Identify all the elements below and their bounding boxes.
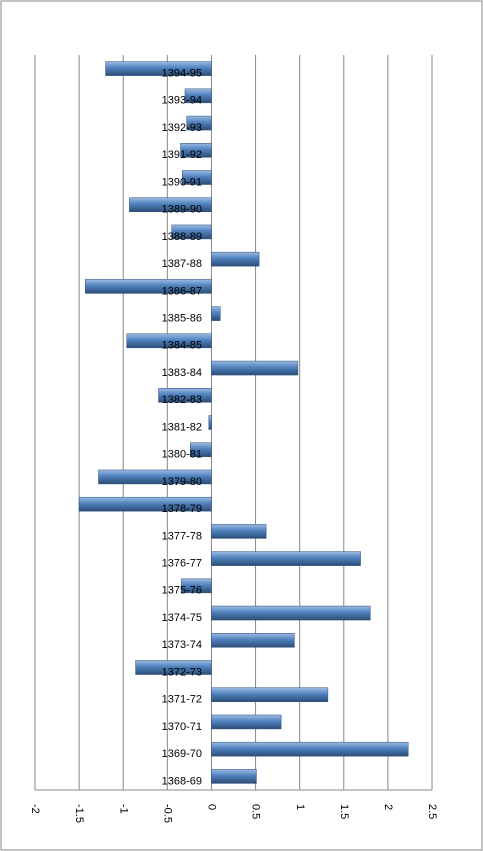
bar [211, 687, 329, 702]
bar [78, 496, 212, 512]
x-tick-label: -1.5 [73, 804, 85, 823]
bar [129, 197, 212, 212]
x-tick-label: -1 [117, 804, 129, 814]
y-tick-label: 1369-70 [162, 748, 202, 760]
x-tick-label: -2 [29, 804, 41, 814]
y-tick-label: 1376-77 [162, 558, 202, 570]
y-tick-label: 1372-73 [162, 666, 202, 678]
y-tick-label: 1386-87 [162, 285, 202, 297]
bar [171, 224, 212, 240]
bar [211, 524, 267, 539]
bar [158, 388, 212, 403]
bar [211, 741, 409, 757]
y-tick-label: 1390-91 [162, 176, 202, 188]
bar [211, 306, 221, 321]
bar [190, 442, 212, 457]
y-tick-label: 1394-95 [162, 68, 202, 80]
y-tick-label: 1385-86 [162, 313, 202, 325]
y-tick-label: 1378-79 [162, 503, 202, 515]
y-tick-label: 1389-90 [162, 204, 202, 216]
bar [211, 769, 257, 784]
bar [211, 251, 260, 267]
y-tick-label: 1374-75 [162, 612, 202, 624]
bar [126, 333, 212, 349]
y-tick-label: 1381-82 [162, 421, 202, 433]
bar [211, 714, 282, 730]
y-tick-label: 1375-76 [162, 585, 202, 597]
x-tick-label: -0.5 [161, 804, 173, 823]
x-tick-label: 0 [206, 804, 218, 810]
y-tick-label: 1373-74 [162, 639, 202, 651]
y-tick-label: 1370-71 [162, 721, 202, 733]
bar [85, 279, 212, 294]
y-tick-label: 1392-93 [162, 122, 202, 134]
y-tick-label: 1368-69 [162, 775, 202, 787]
x-tick-label: 0.5 [250, 804, 262, 819]
x-tick-label: 2.5 [426, 804, 438, 819]
bar [184, 88, 212, 104]
bar [211, 551, 361, 566]
bar [186, 115, 212, 131]
y-tick-label: 1384-85 [162, 340, 202, 352]
bar [211, 360, 299, 376]
y-tick-label: 1377-78 [162, 530, 202, 542]
x-tick-label: 1.5 [338, 804, 350, 819]
bar [181, 578, 212, 594]
bar [135, 660, 212, 675]
bar [211, 605, 371, 621]
bar [98, 469, 212, 485]
y-tick-label: 1380-81 [162, 449, 202, 461]
x-tick-label: 1 [294, 804, 306, 810]
y-tick-label: 1388-89 [162, 231, 202, 243]
y-tick-label: 1383-84 [162, 367, 202, 379]
x-tick-label: 2 [382, 804, 394, 810]
y-tick-label: 1382-83 [162, 394, 202, 406]
y-tick-label: 1391-92 [162, 149, 202, 161]
y-tick-label: 1393-94 [162, 95, 202, 107]
bar [180, 143, 212, 158]
y-tick-label: 1371-72 [162, 694, 202, 706]
bar [208, 415, 212, 430]
bar [105, 61, 212, 76]
y-tick-label: 1379-80 [162, 476, 202, 488]
bar [182, 170, 212, 185]
y-tick-label: 1387-88 [162, 258, 202, 270]
bar [211, 633, 295, 648]
